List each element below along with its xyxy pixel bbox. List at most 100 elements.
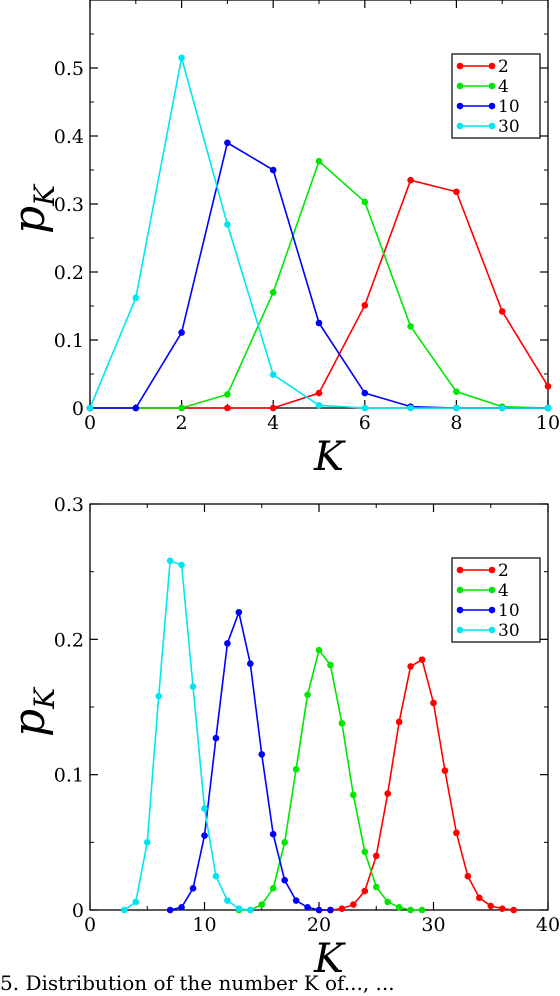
data-point-10 <box>292 897 300 904</box>
data-point-10 <box>178 329 185 336</box>
data-point-4 <box>315 646 323 654</box>
data-point-10 <box>189 885 197 892</box>
series-line-10 <box>169 609 331 911</box>
legend-swatch-point <box>488 626 496 634</box>
data-point-2 <box>441 767 449 774</box>
x-tick-label: 0 <box>84 914 96 936</box>
data-point-2 <box>510 906 517 914</box>
data-point-10 <box>132 404 140 412</box>
y-axis-label-sub: K <box>28 183 61 207</box>
data-point-2 <box>361 302 369 309</box>
legend-swatch-point <box>456 102 464 110</box>
legend-swatch-point <box>488 82 496 90</box>
legend-swatch-point <box>488 122 496 130</box>
legend-swatch-point <box>456 566 464 574</box>
x-tick-label: 2 <box>176 412 188 434</box>
legend-swatch-point <box>488 62 496 70</box>
legend-label: 30 <box>498 621 520 641</box>
data-point-4 <box>258 901 266 908</box>
data-point-10 <box>281 876 288 884</box>
x-tick-label: 8 <box>450 412 462 434</box>
legend-label: 10 <box>498 601 520 621</box>
x-tick-label: 10 <box>192 914 216 936</box>
legend-swatch-point <box>488 102 496 110</box>
data-point-30 <box>212 872 220 880</box>
legend-box <box>451 53 541 139</box>
series-line-2 <box>319 658 514 911</box>
data-point-4 <box>269 885 277 892</box>
data-point-2 <box>372 852 380 860</box>
data-point-4 <box>315 157 323 165</box>
data-point-30 <box>132 294 140 302</box>
y-axis-label-main: p <box>4 206 55 234</box>
data-point-4 <box>292 765 300 773</box>
data-point-2 <box>384 790 392 797</box>
series-line-30 <box>123 559 251 911</box>
data-point-4 <box>281 839 288 846</box>
x-tick-label: 0 <box>84 412 96 434</box>
data-point-30 <box>166 557 174 565</box>
data-point-30 <box>453 404 460 412</box>
y-tick-label: 0.2 <box>54 262 84 284</box>
data-point-2 <box>407 663 414 670</box>
data-point-30 <box>498 404 506 412</box>
legend-label: 2 <box>498 57 509 77</box>
legend-swatch-point <box>488 606 496 614</box>
y-tick-label: 0.1 <box>54 330 84 352</box>
data-point-30 <box>178 54 185 62</box>
data-point-4 <box>372 883 380 891</box>
data-point-10 <box>235 608 243 616</box>
data-point-2 <box>487 902 495 910</box>
y-tick-label: 0 <box>72 398 84 420</box>
legend-label: 30 <box>498 117 520 137</box>
x-tick-label: 6 <box>359 412 371 434</box>
x-tick-label: 20 <box>307 914 331 936</box>
data-point-4 <box>384 898 392 906</box>
series-line-10 <box>90 141 548 409</box>
data-point-4 <box>453 388 460 395</box>
legend-swatch-point <box>488 566 496 574</box>
data-point-4 <box>224 391 231 398</box>
legend-swatch-point <box>488 586 496 594</box>
data-point-4 <box>269 289 277 296</box>
data-point-30 <box>143 839 151 846</box>
data-point-30 <box>86 404 94 412</box>
legend-box <box>451 557 541 643</box>
data-point-2 <box>498 905 506 912</box>
data-point-4 <box>407 906 414 914</box>
data-point-30 <box>155 692 162 700</box>
data-point-10 <box>201 832 208 839</box>
data-point-30 <box>247 906 254 914</box>
y-tick-label: 0.2 <box>54 629 84 651</box>
data-point-2 <box>464 872 472 880</box>
data-point-10 <box>247 660 254 667</box>
data-point-2 <box>476 894 483 902</box>
data-point-2 <box>338 905 346 912</box>
data-point-10 <box>315 319 323 327</box>
y-tick-label: 0 <box>72 900 84 922</box>
data-point-30 <box>201 805 208 812</box>
y-axis-label-sub: K <box>28 686 61 710</box>
data-point-2 <box>315 389 323 397</box>
x-tick-label: 4 <box>267 412 279 434</box>
data-point-30 <box>361 404 369 412</box>
data-point-10 <box>166 906 174 914</box>
data-point-30 <box>315 401 323 409</box>
legend-swatch-point <box>456 82 464 90</box>
caption-fragment: 5. Distribution of the number K of..., .… <box>0 971 395 995</box>
data-point-2 <box>361 887 369 895</box>
data-point-10 <box>258 751 266 758</box>
data-point-30 <box>121 906 128 914</box>
data-point-10 <box>361 389 369 397</box>
x-tick-label: 40 <box>536 914 560 936</box>
data-point-2 <box>269 404 277 412</box>
data-point-10 <box>315 906 323 914</box>
x-axis-label: K <box>313 936 346 982</box>
data-point-2 <box>544 382 552 390</box>
legend-swatch-point <box>456 122 464 130</box>
y-tick-label: 0.3 <box>54 194 84 216</box>
data-point-10 <box>224 640 231 647</box>
